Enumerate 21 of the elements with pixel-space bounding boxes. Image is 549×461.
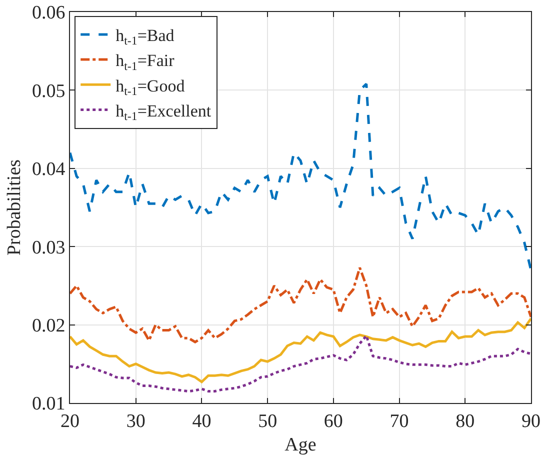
x-tick-label: 90 (522, 410, 540, 432)
x-axis-title: Age (284, 434, 316, 456)
y-tick-label: 0.03 (32, 237, 66, 258)
y-axis-title: Probabilities (4, 159, 25, 256)
x-tick-label: 70 (390, 410, 409, 432)
y-tick-label: 0.06 (32, 2, 66, 24)
line-series (70, 266, 531, 344)
line-series (70, 334, 531, 393)
x-tick-label: 60 (324, 410, 343, 432)
legend-label: h$_{t-1}$=Bad (116, 26, 175, 48)
legend-label: h$_{t-1}$=Excellent (116, 101, 212, 123)
x-tick-label: 40 (192, 410, 212, 432)
x-tick-label: 80 (456, 410, 475, 432)
line-series (70, 317, 531, 384)
y-tick-label: 0.02 (32, 315, 66, 336)
legend-label: h$_{t-1}$=Good (116, 76, 186, 98)
x-tick-label: 50 (258, 410, 278, 432)
legend-label: h$_{t-1}$=Fair (116, 51, 175, 73)
y-tick-label: 0.04 (32, 159, 66, 180)
x-tick-label: 30 (126, 410, 146, 432)
y-tick-label: 0.05 (32, 80, 66, 102)
